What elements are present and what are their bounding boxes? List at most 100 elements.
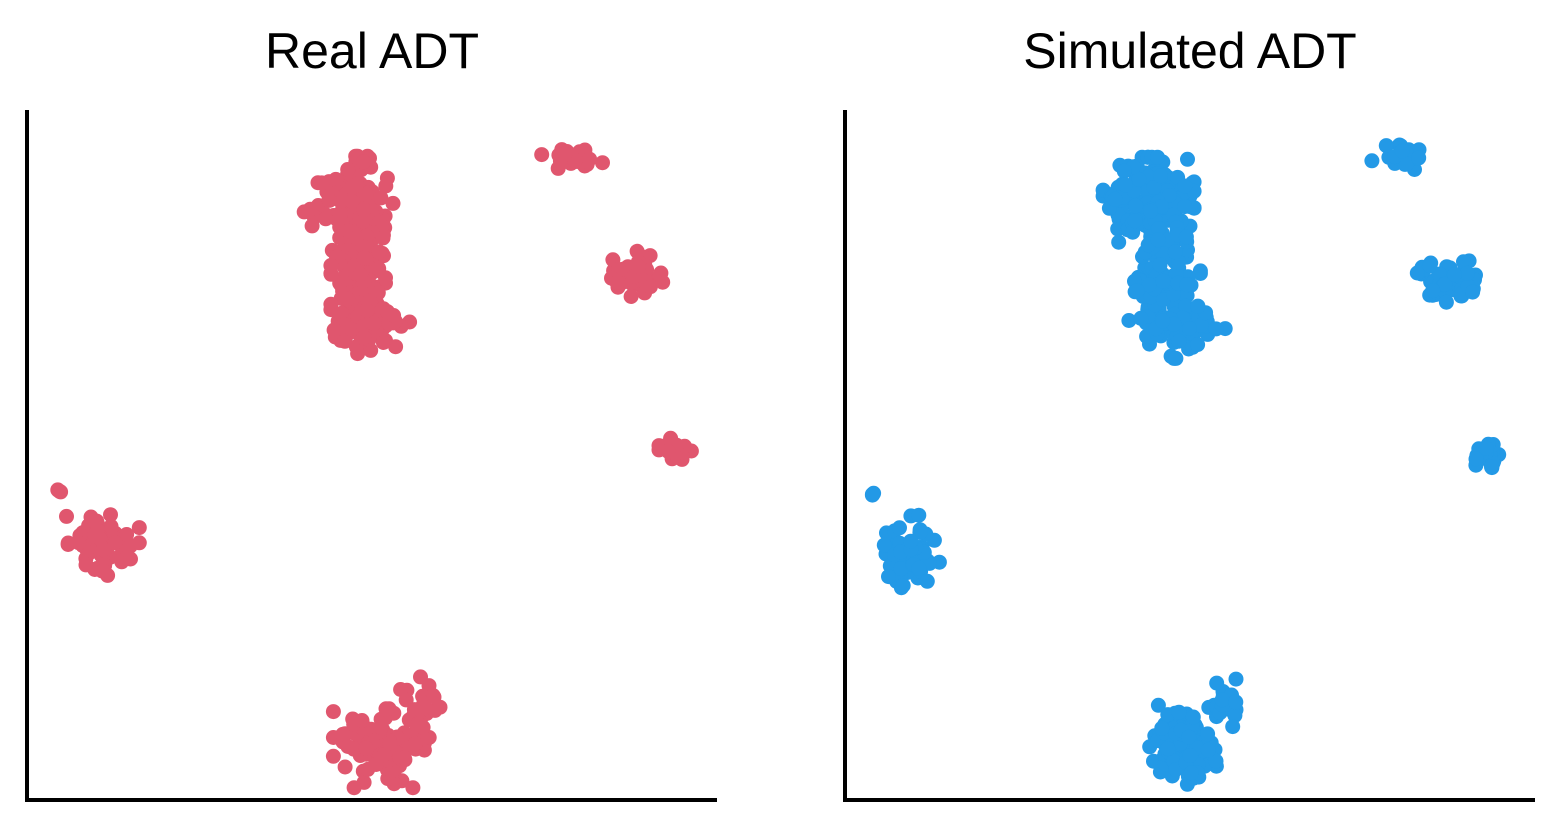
scatter-point xyxy=(1154,720,1170,736)
scatter-point xyxy=(1456,254,1471,270)
scatter-point xyxy=(60,535,76,551)
scatter-point xyxy=(95,563,111,579)
scatter-point xyxy=(92,530,108,546)
scatter-point xyxy=(1193,317,1209,333)
scatter-point xyxy=(1150,149,1165,165)
scatter-point xyxy=(1422,258,1438,274)
scatter-point xyxy=(131,520,147,536)
scatter-point xyxy=(534,147,550,163)
scatter-point xyxy=(53,484,69,500)
scatter-point xyxy=(356,329,372,345)
scatter-point xyxy=(123,551,138,567)
scatter-point xyxy=(354,713,370,728)
scatter-point xyxy=(660,443,676,459)
scatter-point xyxy=(318,211,334,227)
scatter-plot-simulated-adt xyxy=(843,110,1535,802)
scatter-point xyxy=(1167,244,1183,260)
scatter-point xyxy=(413,669,428,685)
scatter-point xyxy=(1208,321,1224,337)
scatter-point xyxy=(1127,213,1143,229)
scatter-point xyxy=(1437,276,1453,292)
scatter-point xyxy=(405,780,421,796)
scatter-point xyxy=(388,339,404,355)
scatter-point xyxy=(1200,742,1216,758)
scatter-point xyxy=(410,716,426,732)
scatter-point xyxy=(911,507,927,523)
scatter-point xyxy=(1146,180,1162,195)
scatter-point xyxy=(893,561,909,577)
scatter-point xyxy=(131,535,147,551)
scatter-point xyxy=(393,682,409,697)
scatter-point xyxy=(1438,294,1454,310)
scatter-point xyxy=(919,573,935,589)
scatter-point xyxy=(1182,748,1198,763)
scatter-point xyxy=(335,726,351,742)
scatter-point xyxy=(107,535,123,551)
scatter-point xyxy=(333,306,349,321)
scatter-point xyxy=(895,578,911,593)
scatter-point xyxy=(1160,741,1176,757)
scatter-point xyxy=(1171,333,1187,349)
scatter-point xyxy=(59,508,74,524)
scatter-point xyxy=(314,175,330,191)
scatter-point xyxy=(406,702,422,718)
scatter-point xyxy=(1177,178,1193,194)
scatter-point xyxy=(1190,298,1206,314)
scatter-point xyxy=(302,201,318,217)
scatter-point xyxy=(1178,298,1194,314)
scatter-point xyxy=(385,195,401,211)
scatter-point xyxy=(352,267,368,282)
scatter-point xyxy=(325,704,341,720)
scatter-point xyxy=(623,289,639,304)
scatter-point xyxy=(348,230,364,246)
scatter-point xyxy=(344,193,360,209)
scatter-point xyxy=(1171,704,1187,720)
scatter-point xyxy=(340,739,356,754)
scatter-point xyxy=(911,560,927,576)
scatter-point xyxy=(1394,143,1410,159)
scatter-point xyxy=(103,507,118,523)
scatter-point xyxy=(892,520,907,536)
scatter-point xyxy=(1168,350,1184,366)
scatter-point xyxy=(379,304,395,320)
scatter-point xyxy=(1179,277,1195,293)
scatter-point xyxy=(326,322,342,338)
scatter-point xyxy=(337,759,353,775)
scatter-point xyxy=(78,557,94,573)
scatter-point xyxy=(1465,284,1481,300)
scatter-point xyxy=(346,780,362,796)
scatter-point xyxy=(1111,234,1127,250)
scatter-point xyxy=(1399,156,1414,172)
scatter-point xyxy=(376,747,392,763)
scatter-point xyxy=(1182,321,1197,336)
scatter-point xyxy=(407,736,423,752)
scatter-point xyxy=(396,750,412,766)
chart-title-simulated-adt: Simulated ADT xyxy=(1023,23,1357,79)
scatter-point xyxy=(1183,765,1199,781)
scatter-point xyxy=(1107,191,1123,207)
scatter-point xyxy=(903,533,919,549)
scatter-point xyxy=(557,146,573,162)
scatter-point xyxy=(1160,707,1176,723)
scatter-point xyxy=(595,155,610,171)
point-layer xyxy=(864,137,1507,792)
scatter-point xyxy=(1117,177,1133,193)
scatter-point xyxy=(1155,273,1171,289)
scatter-point xyxy=(630,258,646,274)
scatter-point xyxy=(1225,719,1241,735)
scatter-point xyxy=(1150,697,1166,713)
scatter-point xyxy=(379,702,395,718)
scatter-point xyxy=(1129,283,1145,299)
scatter-point xyxy=(1152,257,1168,273)
scatter-point xyxy=(87,513,103,529)
scatter-point xyxy=(1484,459,1499,475)
scatter-point xyxy=(1468,451,1484,467)
scatter-point xyxy=(1411,150,1427,166)
scatter-plot-real-adt xyxy=(25,110,717,802)
scatter-point xyxy=(1133,310,1149,326)
scatter-point xyxy=(340,162,356,177)
scatter-point xyxy=(609,274,625,290)
scatter-point xyxy=(373,190,389,206)
scatter-point xyxy=(344,321,360,337)
scatter-point xyxy=(876,537,892,553)
